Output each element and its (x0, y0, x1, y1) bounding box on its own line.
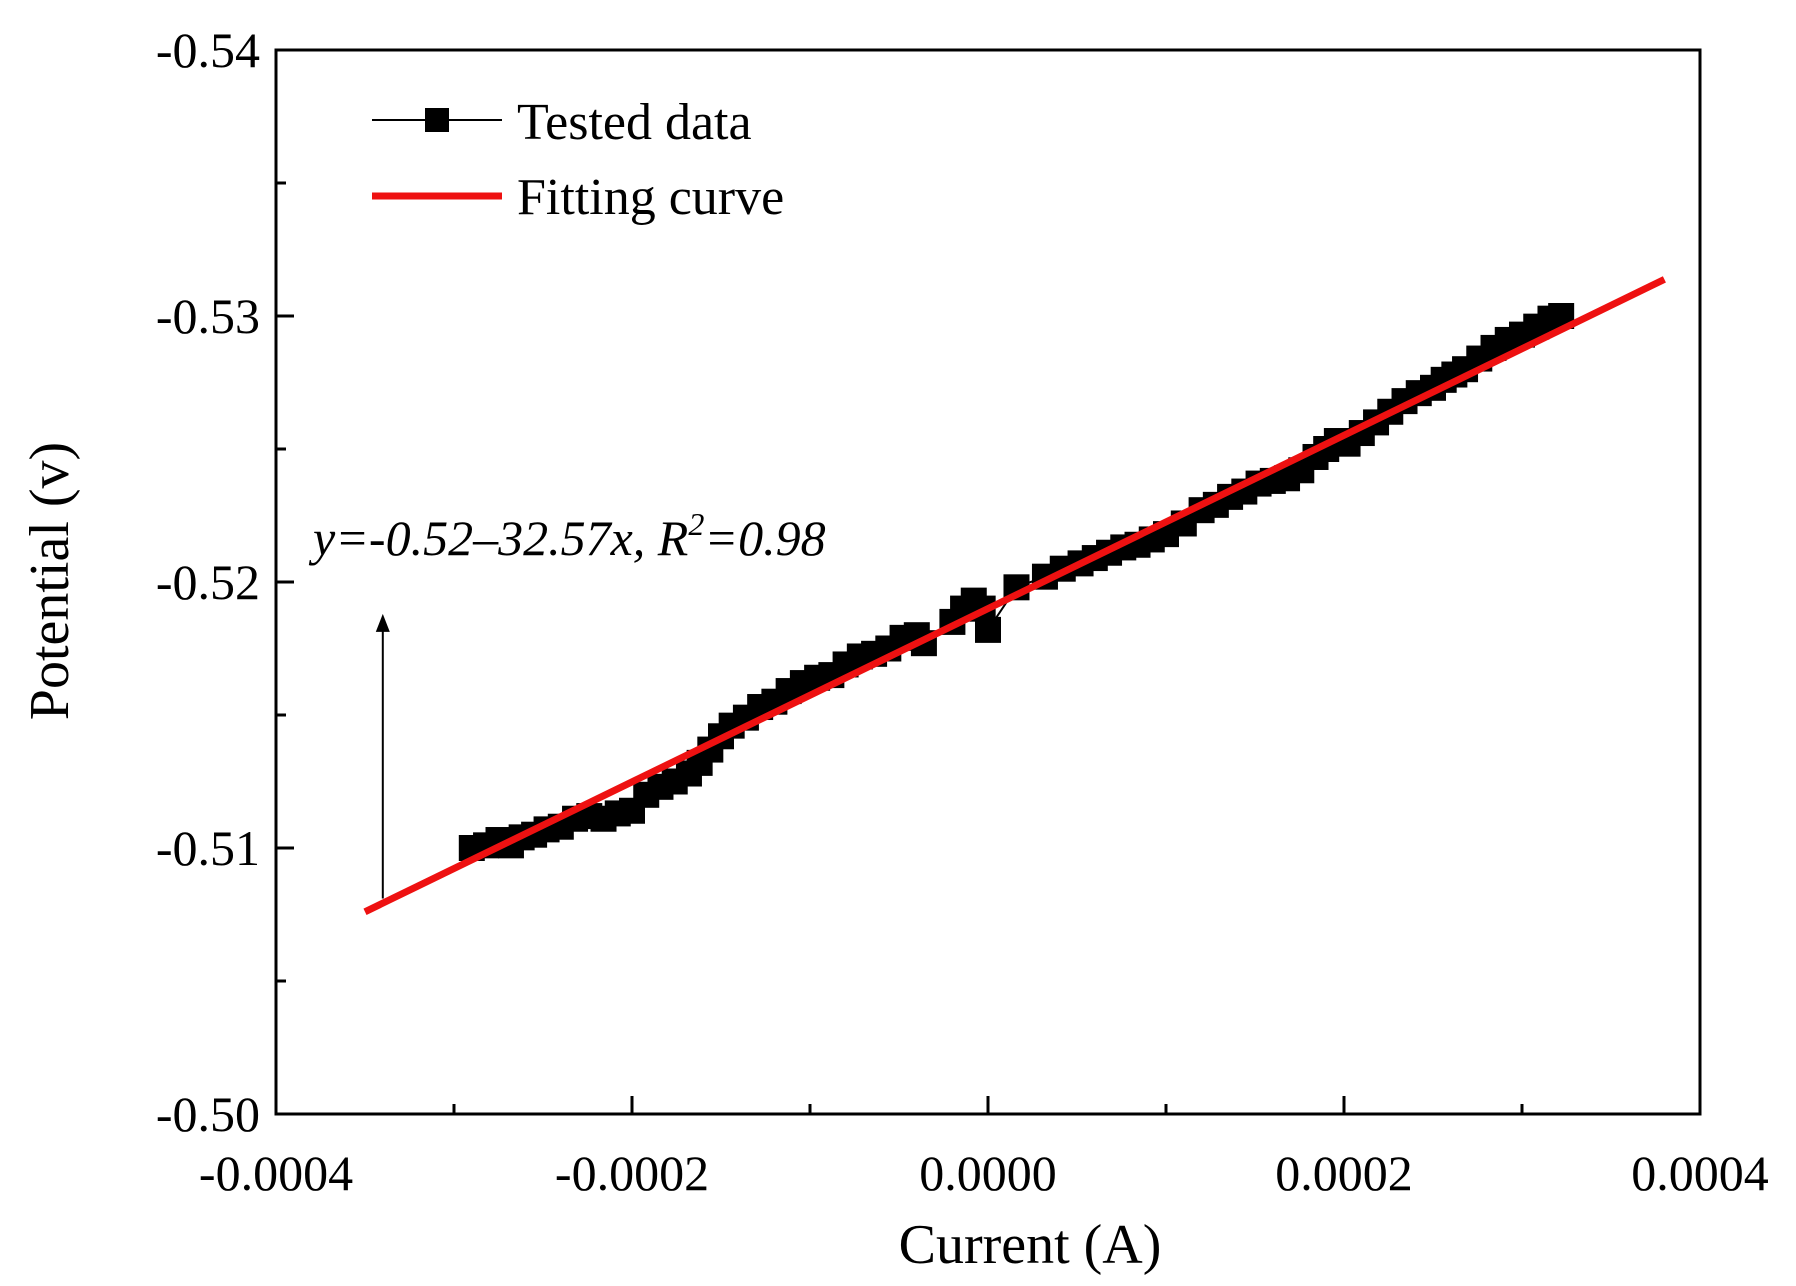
y-axis-ticks: -0.50 -0.51 -0.52 -0.53 -0.54 (156, 22, 294, 1142)
arrow-head (375, 613, 390, 632)
equation-annotation: y=-0.52–32.57x, R2=0.98 (308, 506, 826, 566)
equation-superscript: 2 (688, 506, 704, 542)
legend-tested-marker (425, 108, 449, 132)
y-tick-label: -0.51 (156, 820, 260, 876)
x-axis-title: Current (A) (899, 1214, 1162, 1276)
x-tick-label: 0.0002 (1275, 1145, 1413, 1201)
x-axis-ticks: -0.0004 -0.0002 0.0000 0.0002 0.0004 (199, 1096, 1769, 1201)
equation-tail: =0.98 (704, 510, 825, 566)
data-point (975, 616, 1001, 643)
x-tick-label: 0.0004 (1631, 1145, 1769, 1201)
y-axis-title: Potential (v) (19, 442, 81, 720)
x-tick-label: -0.0002 (555, 1145, 709, 1201)
legend-fitting-label: Fitting curve (517, 169, 784, 226)
legend-tested-label: Tested data (517, 94, 752, 151)
y-tick-label: -0.50 (156, 1086, 260, 1142)
tested-data-markers (458, 303, 1575, 861)
equation-arrow (375, 613, 390, 899)
legend: Tested data Fitting curve (372, 94, 784, 226)
equation-main: y=-0.52–32.57x, R (308, 510, 688, 566)
fitting-curve-line (363, 276, 1666, 915)
y-tick-label: -0.52 (156, 554, 260, 610)
x-tick-label: -0.0004 (199, 1145, 353, 1201)
plot-frame (274, 48, 1702, 1116)
y-tick-label: -0.54 (156, 22, 260, 78)
y-tick-label: -0.53 (156, 288, 260, 344)
x-tick-label: 0.0000 (919, 1145, 1057, 1201)
